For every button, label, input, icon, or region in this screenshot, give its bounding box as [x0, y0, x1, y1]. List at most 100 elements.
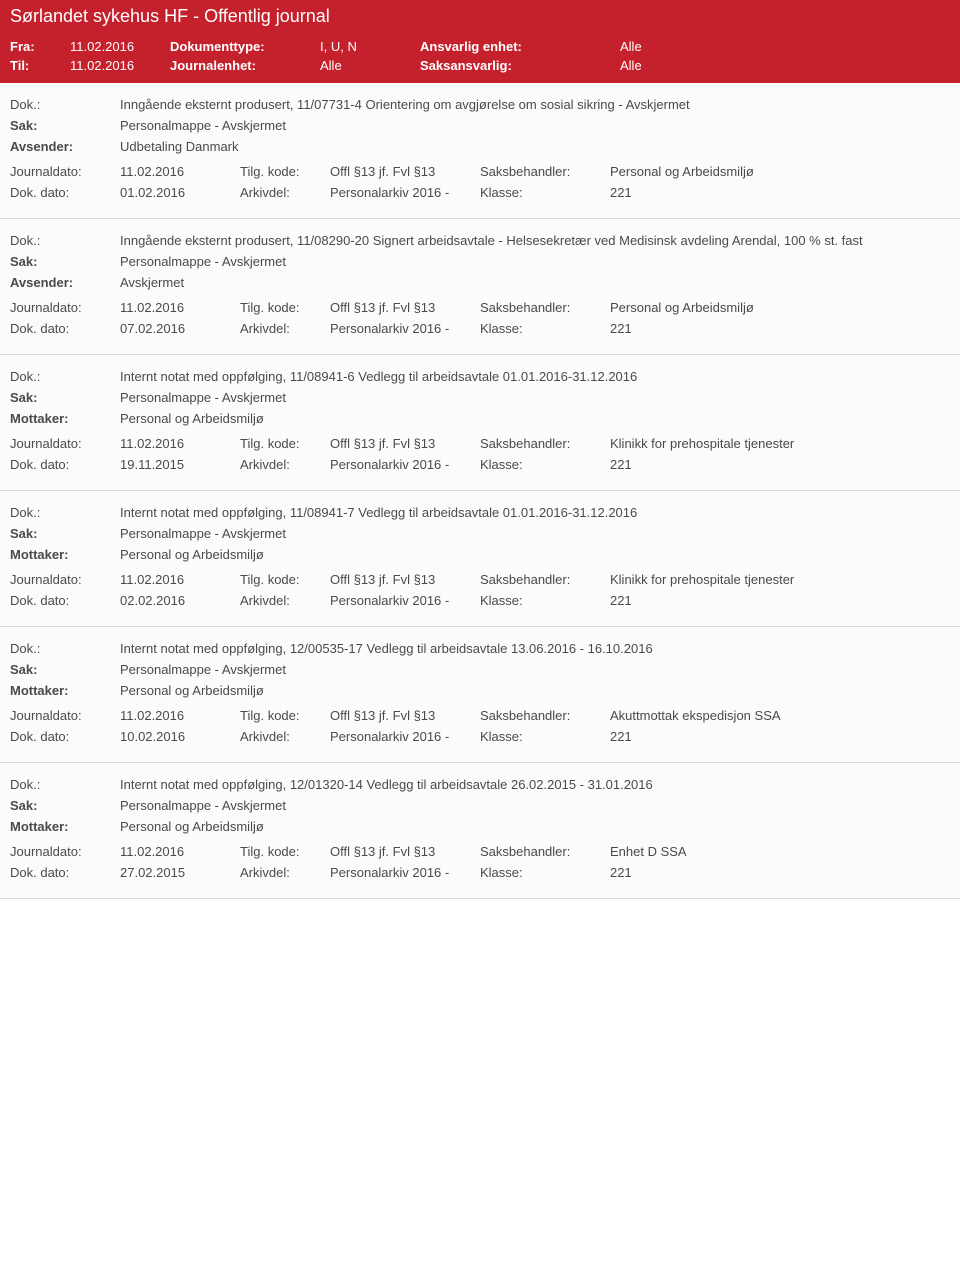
saksbehandler-value: Klinikk for prehospitale tjenester — [610, 572, 950, 587]
tilgkode-value: Offl §13 jf. Fvl §13 — [330, 572, 480, 587]
sak-label: Sak: — [10, 390, 120, 405]
arkivdel-label: Arkivdel: — [240, 593, 330, 608]
journal-entry: Dok.: Inngående eksternt produsert, 11/0… — [0, 219, 960, 355]
dokdato-label: Dok. dato: — [10, 457, 120, 472]
tilgkode-label: Tilg. kode: — [240, 572, 330, 587]
klasse-label: Klasse: — [480, 593, 610, 608]
klasse-value: 221 — [610, 321, 950, 336]
dok-label: Dok.: — [10, 641, 120, 656]
saksbehandler-label: Saksbehandler: — [480, 572, 610, 587]
dokdato-value: 02.02.2016 — [120, 593, 240, 608]
ansvarlig-label: Ansvarlig enhet: — [420, 39, 620, 54]
arkivdel-value: Personalarkiv 2016 - — [330, 185, 480, 200]
tilgkode-label: Tilg. kode: — [240, 436, 330, 451]
arkivdel-value: Personalarkiv 2016 - — [330, 457, 480, 472]
journaldato-label: Journaldato: — [10, 436, 120, 451]
saksansvarlig-label: Saksansvarlig: — [420, 58, 620, 73]
dok-value: Internt notat med oppfølging, 11/08941-7… — [120, 505, 950, 520]
saksbehandler-value: Personal og Arbeidsmiljø — [610, 164, 950, 179]
fra-value: 11.02.2016 — [70, 39, 170, 54]
party-value: Personal og Arbeidsmiljø — [120, 411, 950, 426]
arkivdel-label: Arkivdel: — [240, 865, 330, 880]
party-label: Mottaker: — [10, 683, 120, 698]
klasse-value: 221 — [610, 457, 950, 472]
arkivdel-label: Arkivdel: — [240, 185, 330, 200]
dokumenttype-label: Dokumenttype: — [170, 39, 320, 54]
dokdato-label: Dok. dato: — [10, 185, 120, 200]
tilgkode-value: Offl §13 jf. Fvl §13 — [330, 844, 480, 859]
sak-value: Personalmappe - Avskjermet — [120, 254, 950, 269]
party-label: Mottaker: — [10, 411, 120, 426]
journalenhet-label: Journalenhet: — [170, 58, 320, 73]
journal-entry: Dok.: Internt notat med oppfølging, 12/0… — [0, 627, 960, 763]
dokumenttype-value: I, U, N — [320, 39, 420, 54]
page-title: Sørlandet sykehus HF - Offentlig journal — [0, 0, 960, 33]
saksbehandler-value: Akuttmottak ekspedisjon SSA — [610, 708, 950, 723]
dok-value: Internt notat med oppfølging, 12/01320-1… — [120, 777, 950, 792]
journaldato-value: 11.02.2016 — [120, 436, 240, 451]
journaldato-value: 11.02.2016 — [120, 844, 240, 859]
journal-entry: Dok.: Internt notat med oppfølging, 12/0… — [0, 763, 960, 899]
klasse-value: 221 — [610, 185, 950, 200]
saksbehandler-label: Saksbehandler: — [480, 300, 610, 315]
klasse-label: Klasse: — [480, 729, 610, 744]
arkivdel-value: Personalarkiv 2016 - — [330, 593, 480, 608]
journaldato-value: 11.02.2016 — [120, 300, 240, 315]
journaldato-label: Journaldato: — [10, 708, 120, 723]
dokdato-value: 19.11.2015 — [120, 457, 240, 472]
dok-value: Inngående eksternt produsert, 11/08290-2… — [120, 233, 950, 248]
dokdato-value: 07.02.2016 — [120, 321, 240, 336]
dok-value: Inngående eksternt produsert, 11/07731-4… — [120, 97, 950, 112]
saksbehandler-label: Saksbehandler: — [480, 708, 610, 723]
klasse-label: Klasse: — [480, 865, 610, 880]
dokdato-label: Dok. dato: — [10, 321, 120, 336]
journal-entry: Dok.: Inngående eksternt produsert, 11/0… — [0, 83, 960, 219]
arkivdel-value: Personalarkiv 2016 - — [330, 729, 480, 744]
journalenhet-value: Alle — [320, 58, 420, 73]
sak-value: Personalmappe - Avskjermet — [120, 662, 950, 677]
party-value: Personal og Arbeidsmiljø — [120, 683, 950, 698]
dokdato-label: Dok. dato: — [10, 729, 120, 744]
arkivdel-label: Arkivdel: — [240, 457, 330, 472]
tilgkode-value: Offl §13 jf. Fvl §13 — [330, 300, 480, 315]
sak-label: Sak: — [10, 798, 120, 813]
saksbehandler-label: Saksbehandler: — [480, 164, 610, 179]
filter-bar: Fra: 11.02.2016 Dokumenttype: I, U, N An… — [0, 33, 960, 83]
entries-list: Dok.: Inngående eksternt produsert, 11/0… — [0, 83, 960, 899]
party-label: Mottaker: — [10, 819, 120, 834]
klasse-value: 221 — [610, 729, 950, 744]
journal-entry: Dok.: Internt notat med oppfølging, 11/0… — [0, 491, 960, 627]
klasse-value: 221 — [610, 865, 950, 880]
dok-label: Dok.: — [10, 369, 120, 384]
ansvarlig-value: Alle — [620, 39, 740, 54]
party-label: Mottaker: — [10, 547, 120, 562]
dokdato-value: 27.02.2015 — [120, 865, 240, 880]
saksbehandler-value: Enhet D SSA — [610, 844, 950, 859]
sak-label: Sak: — [10, 662, 120, 677]
party-label: Avsender: — [10, 139, 120, 154]
sak-value: Personalmappe - Avskjermet — [120, 526, 950, 541]
sak-label: Sak: — [10, 254, 120, 269]
dok-value: Internt notat med oppfølging, 12/00535-1… — [120, 641, 950, 656]
sak-label: Sak: — [10, 526, 120, 541]
party-label: Avsender: — [10, 275, 120, 290]
dokdato-value: 10.02.2016 — [120, 729, 240, 744]
arkivdel-label: Arkivdel: — [240, 729, 330, 744]
saksbehandler-value: Klinikk for prehospitale tjenester — [610, 436, 950, 451]
party-value: Personal og Arbeidsmiljø — [120, 547, 950, 562]
sak-value: Personalmappe - Avskjermet — [120, 390, 950, 405]
arkivdel-value: Personalarkiv 2016 - — [330, 321, 480, 336]
journaldato-value: 11.02.2016 — [120, 572, 240, 587]
party-value: Udbetaling Danmark — [120, 139, 950, 154]
dokdato-label: Dok. dato: — [10, 593, 120, 608]
dokdato-value: 01.02.2016 — [120, 185, 240, 200]
journal-entry: Dok.: Internt notat med oppfølging, 11/0… — [0, 355, 960, 491]
arkivdel-label: Arkivdel: — [240, 321, 330, 336]
dok-label: Dok.: — [10, 97, 120, 112]
tilgkode-label: Tilg. kode: — [240, 300, 330, 315]
party-value: Avskjermet — [120, 275, 950, 290]
sak-label: Sak: — [10, 118, 120, 133]
klasse-value: 221 — [610, 593, 950, 608]
dok-label: Dok.: — [10, 777, 120, 792]
party-value: Personal og Arbeidsmiljø — [120, 819, 950, 834]
